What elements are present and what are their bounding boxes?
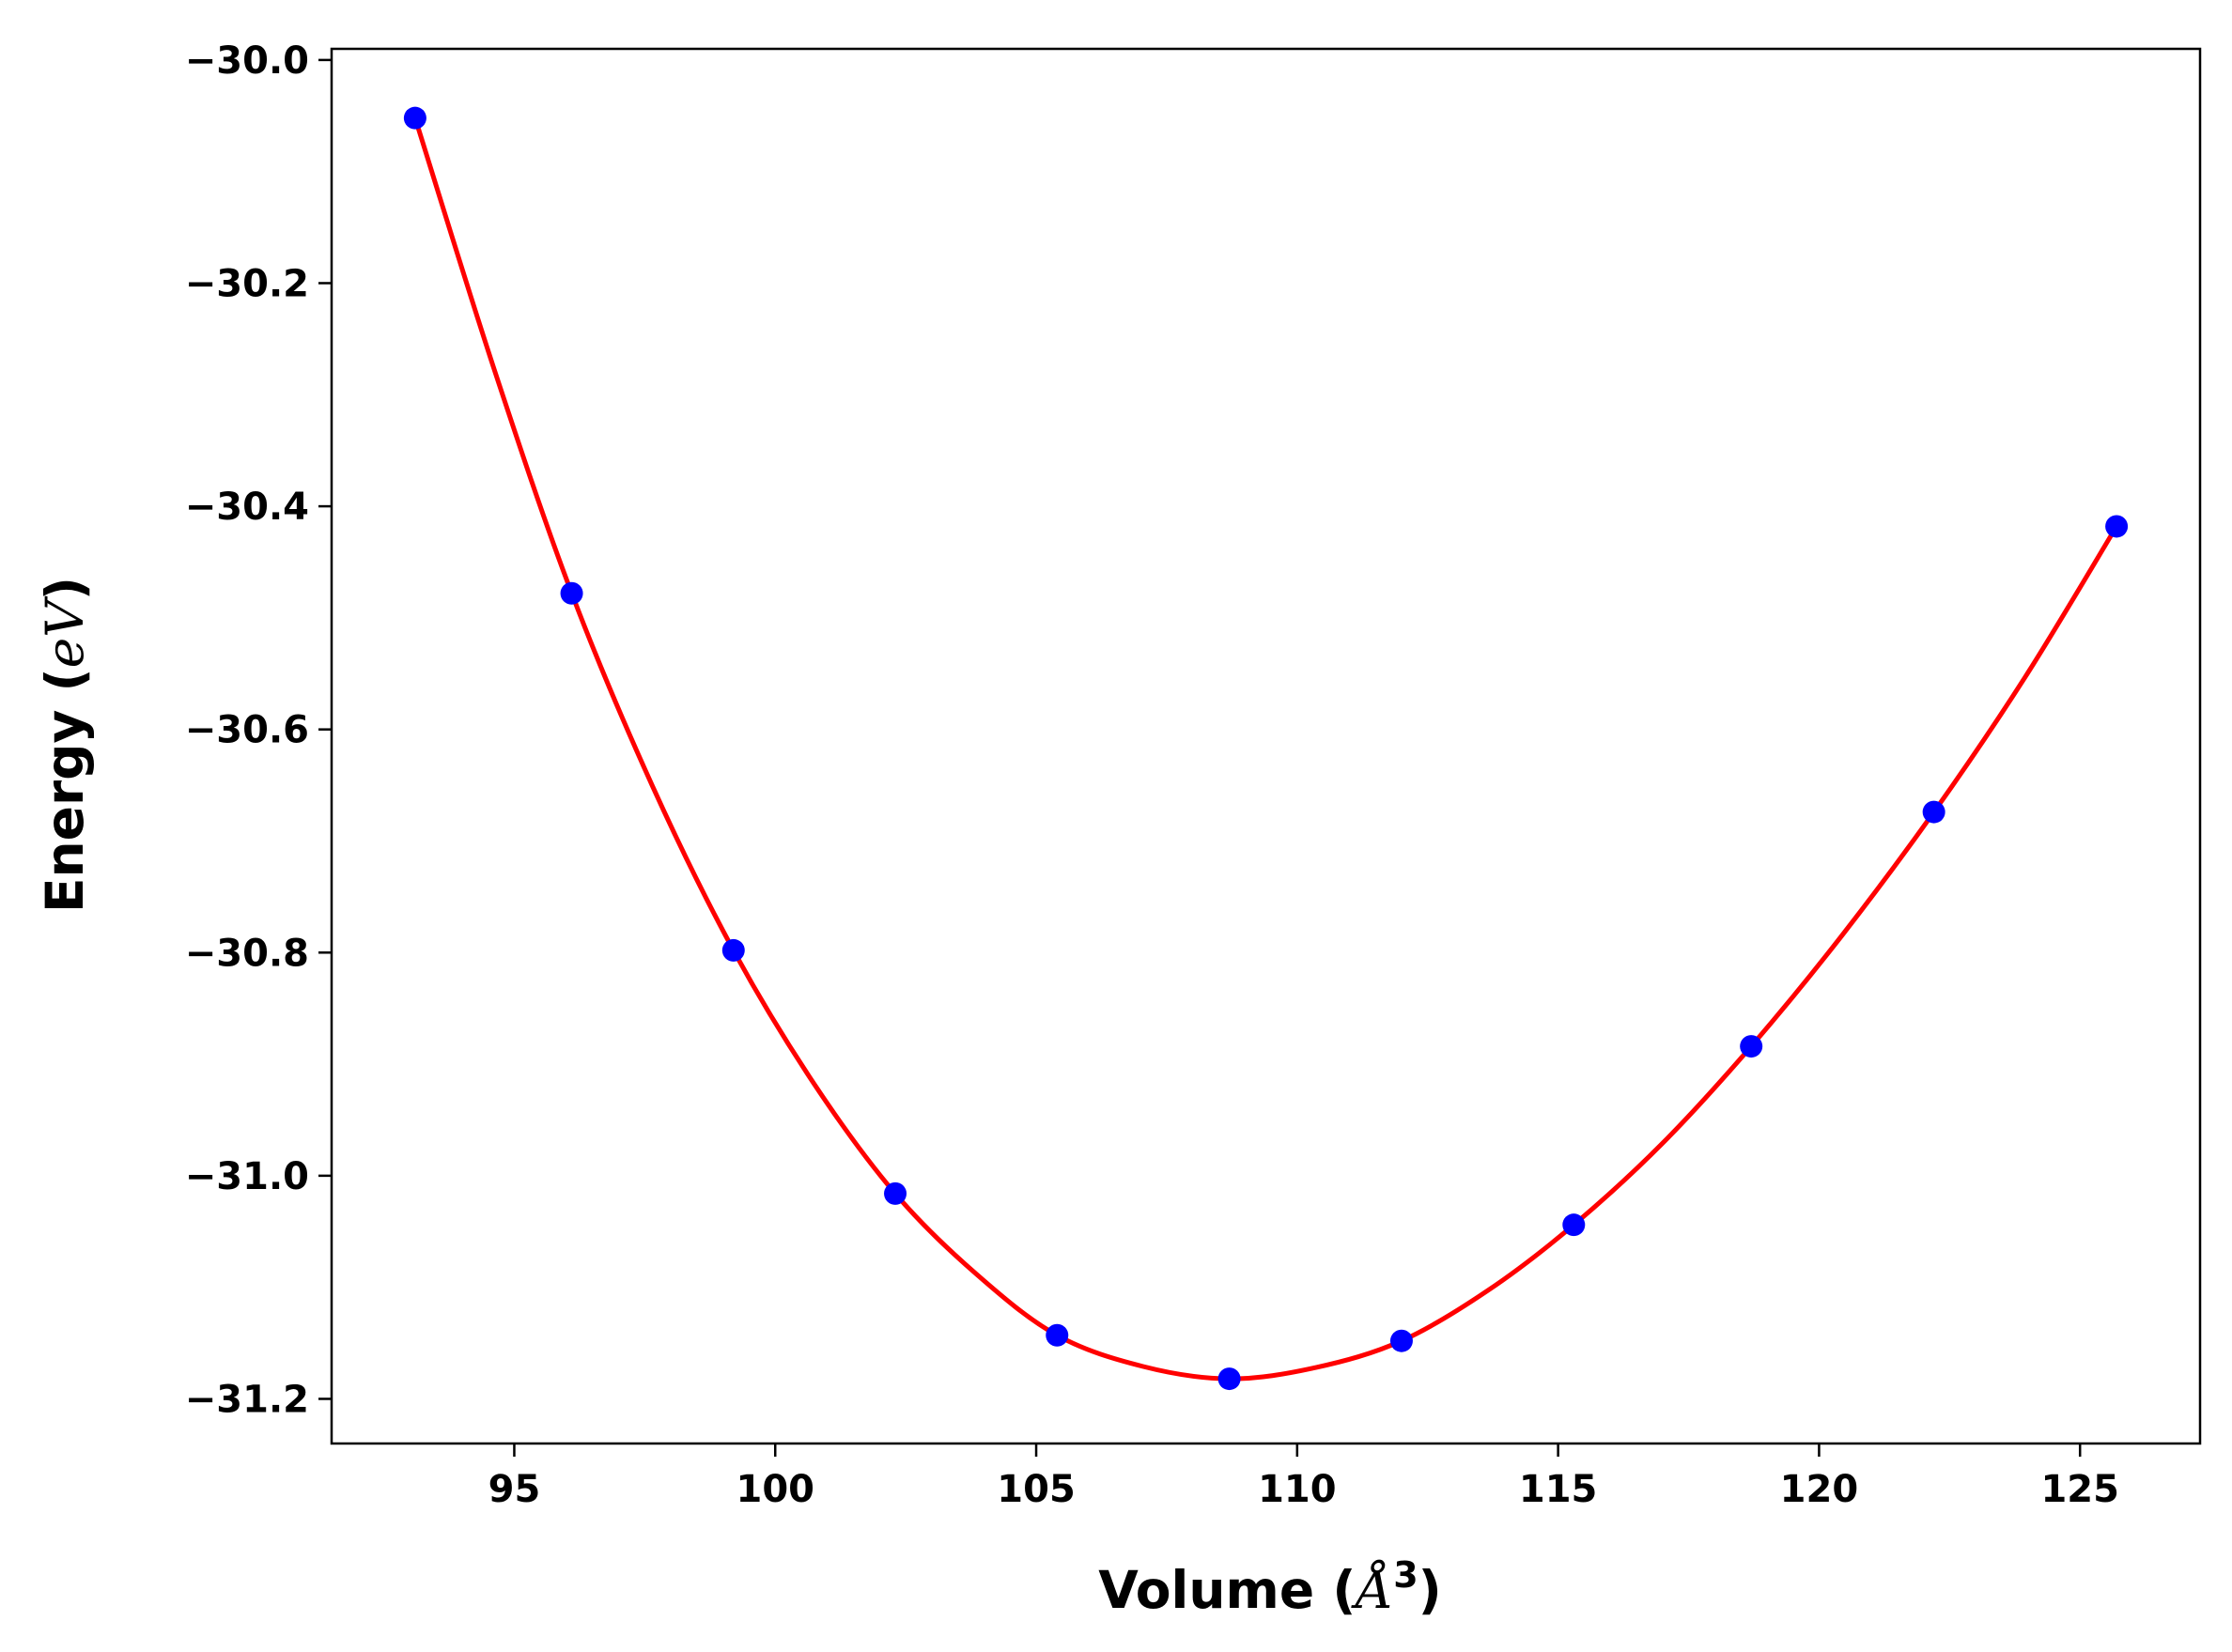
y-axis-ticks: −30.0 −30.2 −30.4 −30.6 −30.8 −31.0 −31.2 [185,39,332,1421]
data-point [1740,1035,1763,1058]
x-tick-label: 120 [1780,1468,1859,1511]
data-points-layer [403,106,2129,1391]
y-axis-label: Energy (eV) [35,577,95,913]
data-point [1046,1323,1069,1347]
x-axis-ticks: 95 100 105 110 115 120 125 [488,1444,2119,1511]
y-tick-label: −30.4 [185,486,309,529]
x-axis-label-unit: Å [1350,1559,1393,1620]
x-axis-label: Volume (Å3) [1098,1554,1442,1620]
x-tick-label: 115 [1519,1468,1598,1511]
data-point [884,1181,907,1205]
x-tick-label: 100 [736,1468,814,1511]
y-tick-label: −30.6 [185,709,309,752]
x-axis-label-superscript: 3 [1393,1554,1418,1596]
y-axis-label-suffix: ) [35,577,95,600]
y-tick-label: −30.0 [185,39,309,83]
x-axis-label-suffix: ) [1418,1560,1442,1620]
y-tick-label: −31.0 [185,1155,309,1198]
y-tick-label: −31.2 [185,1378,309,1421]
x-tick-label: 105 [997,1468,1076,1511]
data-point [1562,1213,1586,1237]
y-tick-label: −30.8 [185,932,309,975]
y-tick-label: −30.2 [185,262,309,305]
x-tick-label: 95 [488,1468,541,1511]
data-point [2105,515,2129,538]
x-tick-label: 125 [2040,1468,2119,1511]
x-axis-label-prefix: Volume ( [1098,1560,1356,1620]
data-point [403,106,426,130]
x-tick-label: 110 [1258,1468,1337,1511]
y-axis-label-unit: eV [35,595,95,669]
data-point [560,581,583,605]
data-point [1217,1367,1241,1391]
y-axis-label-prefix: Energy ( [35,668,95,913]
data-point [721,938,745,962]
fit-curve-layer [412,116,2119,1382]
data-point [1922,800,1945,824]
fit-curve [412,116,2119,1382]
plot-frame [330,47,2202,1445]
data-point [1389,1329,1413,1352]
